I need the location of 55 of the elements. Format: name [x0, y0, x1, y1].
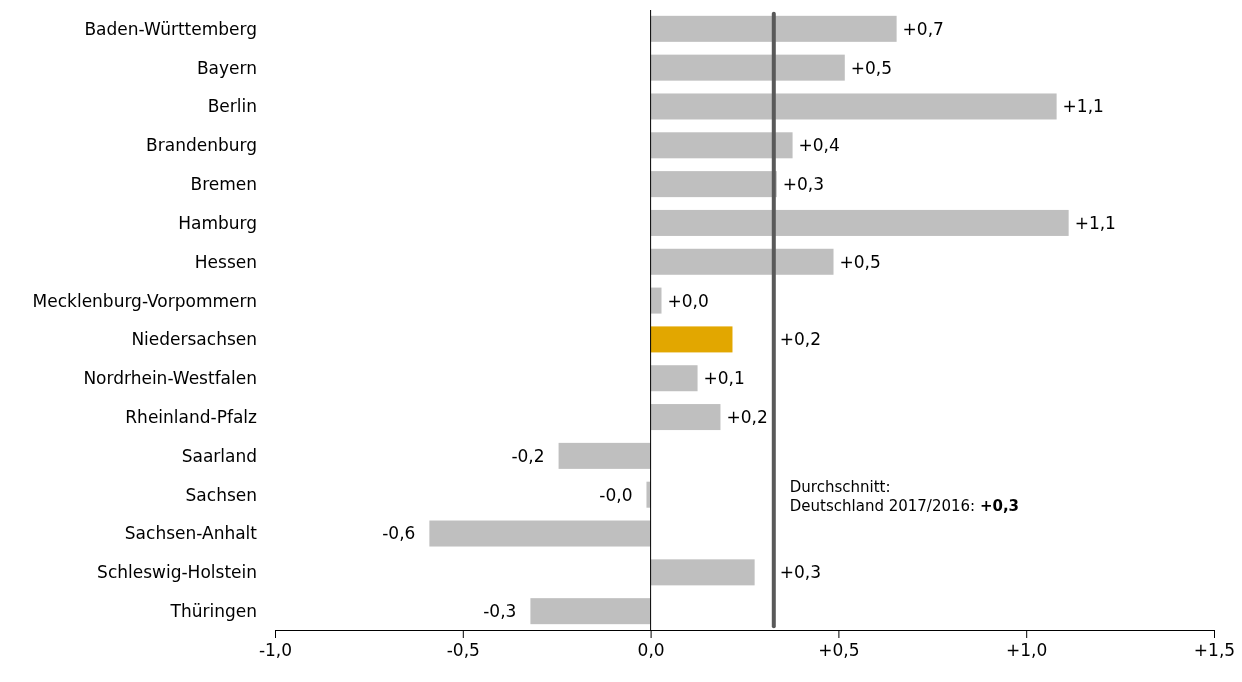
bar — [650, 326, 733, 353]
bar — [558, 442, 651, 469]
bar — [429, 520, 651, 547]
y-tick-label: Baden-Württemberg — [84, 18, 257, 39]
bar — [650, 365, 698, 392]
bar — [650, 171, 777, 198]
x-tick-label: +1,0 — [1006, 640, 1048, 661]
data-label: +0,5 — [839, 251, 881, 272]
y-tick-label: Hessen — [194, 251, 257, 272]
data-label: -0,2 — [511, 445, 545, 466]
data-label: -0,3 — [483, 601, 517, 622]
bar — [650, 559, 755, 586]
data-label: +0,2 — [726, 407, 768, 428]
bar — [646, 481, 651, 508]
y-tick-label: Bayern — [196, 57, 257, 78]
bar — [650, 93, 1057, 120]
data-label: +0,2 — [779, 329, 822, 350]
data-label: +1,1 — [1062, 96, 1104, 117]
y-tick-label: Mecklenburg-Vorpommern — [32, 290, 257, 311]
data-label: +1,1 — [1074, 212, 1116, 233]
data-label: +0,3 — [779, 562, 822, 583]
data-label: +0,5 — [850, 57, 893, 78]
bar — [650, 15, 897, 42]
data-label: +0,3 — [782, 174, 825, 195]
data-label: +0,1 — [703, 368, 745, 389]
data-label: +0,0 — [667, 290, 709, 311]
ref-line-label: Durchschnitt: Deutschland 2017/2016: +0,3 — [789, 477, 1020, 516]
data-label: +0,7 — [902, 18, 944, 39]
y-tick-label: Berlin — [207, 96, 257, 117]
data-label: -0,0 — [599, 484, 633, 505]
y-tick-label: Saarland — [181, 445, 257, 466]
bar — [650, 287, 662, 314]
bar — [650, 54, 845, 81]
y-tick-label: Niedersachsen — [131, 329, 257, 350]
bar — [650, 132, 793, 159]
x-tick-label: -1,0 — [258, 640, 293, 661]
y-tick-label: Schleswig-Holstein — [97, 562, 257, 583]
y-tick-label: Thüringen — [169, 601, 257, 622]
bar — [650, 209, 1069, 236]
data-label: +0,4 — [798, 135, 840, 156]
x-tick-label: -0,5 — [446, 640, 480, 661]
y-tick-label: Rheinland-Pfalz — [125, 407, 258, 428]
x-tick-label: +0,5 — [818, 640, 860, 661]
x-tick-label: +1,5 — [1193, 640, 1236, 661]
y-tick-label: Sachsen-Anhalt — [124, 523, 258, 544]
bar — [530, 598, 651, 625]
bar — [650, 248, 834, 275]
data-label: -0,6 — [382, 523, 416, 544]
y-tick-label: Bremen — [190, 174, 257, 195]
y-tick-label: Sachsen — [185, 484, 257, 505]
bar — [650, 404, 721, 431]
x-tick-label: 0,0 — [637, 640, 665, 661]
y-tick-label: Nordrhein-Westfalen — [83, 368, 257, 389]
y-tick-label: Hamburg — [178, 212, 257, 233]
y-tick-label: Brandenburg — [146, 135, 257, 156]
